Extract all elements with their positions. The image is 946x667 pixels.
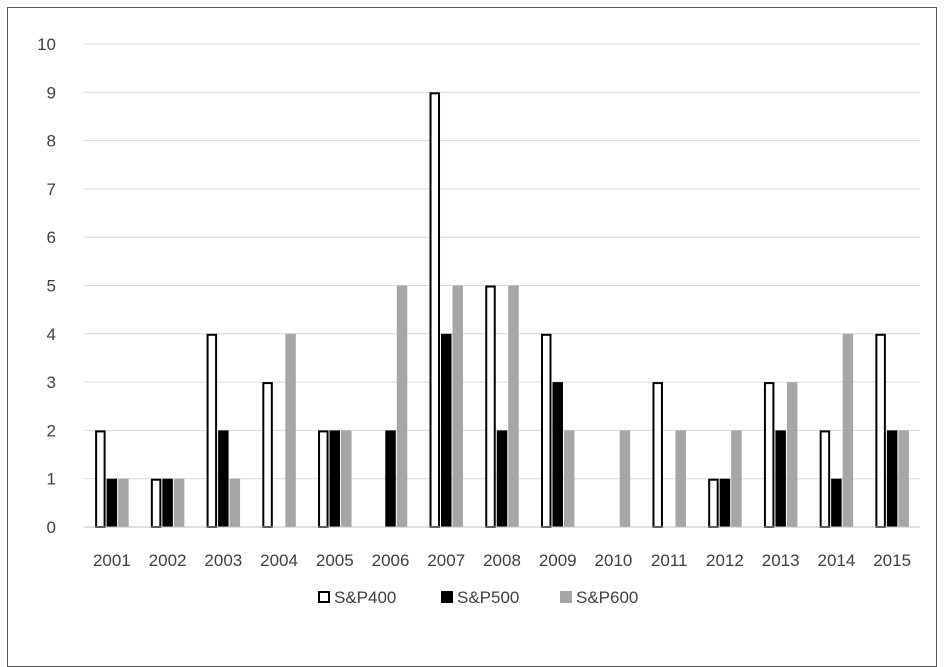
bar-sp400-2004 — [262, 382, 273, 528]
chart-frame — [7, 7, 937, 667]
legend-swatch-sp400 — [318, 591, 330, 603]
bar-sp400-2012 — [708, 478, 719, 529]
bar-sp500-2009 — [552, 382, 563, 527]
bar-sp600-2012 — [731, 430, 742, 527]
bar-sp500-2007 — [441, 333, 452, 527]
legend-label: S&P400 — [334, 588, 396, 607]
y-axis-tick-labels: 0 1 2 3 4 5 6 7 8 9 10 — [37, 35, 56, 537]
y-tick-label: 1 — [47, 470, 56, 489]
bar-sp600-2001 — [118, 478, 129, 527]
bar-sp600-2013 — [786, 382, 798, 527]
bar-sp600-2006 — [396, 285, 408, 527]
bar-sp600-2014 — [842, 333, 854, 527]
bar-sp400-2001 — [95, 430, 106, 528]
y-tick-label: 0 — [47, 518, 56, 537]
x-tick-label: 2013 — [762, 551, 800, 570]
x-tick-label: 2005 — [316, 551, 354, 570]
bar-sp400-2009 — [540, 333, 552, 528]
bar-sp500-2008 — [496, 430, 508, 527]
y-tick-label: 8 — [47, 132, 56, 151]
x-tick-label: 2004 — [260, 551, 298, 570]
x-tick-label: 2001 — [93, 551, 131, 570]
bar-sp400-2014 — [819, 430, 831, 528]
bar-sp600-2007 — [452, 285, 464, 527]
bar-sp500-2015 — [886, 430, 898, 527]
legend-label: S&P500 — [457, 588, 519, 607]
legend-label: S&P600 — [576, 588, 638, 607]
y-tick-label: 9 — [47, 83, 56, 102]
bar-sp600-2009 — [563, 430, 575, 527]
bar-sp500-2014 — [831, 478, 842, 527]
x-tick-label: 2011 — [651, 551, 688, 570]
bar-sp500-2003 — [218, 430, 229, 527]
x-tick-label: 2002 — [149, 551, 187, 570]
y-tick-label: 10 — [37, 35, 56, 54]
legend-swatch-sp500 — [441, 591, 453, 603]
bar-sp600-2005 — [341, 430, 352, 527]
bar-sp400-2007 — [429, 92, 441, 529]
x-tick-label: 2009 — [539, 551, 577, 570]
x-tick-label: 2012 — [706, 551, 744, 570]
bar-sp600-2011 — [675, 430, 686, 527]
bar-sp500-2001 — [106, 478, 118, 527]
legend-swatch-sp600 — [560, 591, 572, 603]
bar-sp400-2015 — [875, 333, 886, 528]
bar-sp500-2005 — [329, 430, 341, 527]
bars — [95, 92, 909, 529]
bar-sp600-2002 — [173, 478, 185, 527]
bar-sp600-2015 — [898, 430, 909, 527]
x-tick-label: 2010 — [595, 551, 633, 570]
bar-sp600-2010 — [619, 430, 631, 527]
bar-sp400-2002 — [150, 478, 162, 529]
bar-sp400-2003 — [206, 333, 218, 528]
x-axis-tick-labels: 2001 2002 2003 2004 2005 2006 2007 2008 2009 2010… — [93, 551, 911, 570]
x-tick-label: 2003 — [204, 551, 242, 570]
legend: S&P400 S&P500 S&P600 — [318, 588, 638, 607]
y-tick-label: 3 — [47, 373, 56, 392]
bar-sp400-2008 — [485, 285, 496, 528]
y-tick-label: 7 — [47, 180, 56, 199]
x-tick-label: 2008 — [483, 551, 521, 570]
bar-sp500-2006 — [385, 430, 396, 527]
bar-sp400-2005 — [318, 430, 329, 528]
bar-sp600-2008 — [508, 285, 519, 527]
bar-sp500-2012 — [719, 478, 731, 527]
bar-sp600-2003 — [229, 478, 241, 527]
bar-sp500-2013 — [775, 430, 786, 527]
x-tick-label: 2007 — [427, 551, 465, 570]
x-tick-label: 2014 — [817, 551, 855, 570]
y-tick-label: 5 — [47, 277, 56, 296]
y-tick-label: 2 — [47, 421, 56, 440]
bar-sp600-2004 — [285, 333, 296, 527]
x-tick-label: 2015 — [873, 551, 911, 570]
bar-sp500-2002 — [162, 478, 173, 527]
bar-sp400-2013 — [763, 382, 775, 528]
y-tick-label: 4 — [47, 325, 56, 344]
bar-sp400-2011 — [652, 382, 663, 528]
y-tick-label: 6 — [47, 228, 56, 247]
x-tick-label: 2006 — [372, 551, 410, 570]
